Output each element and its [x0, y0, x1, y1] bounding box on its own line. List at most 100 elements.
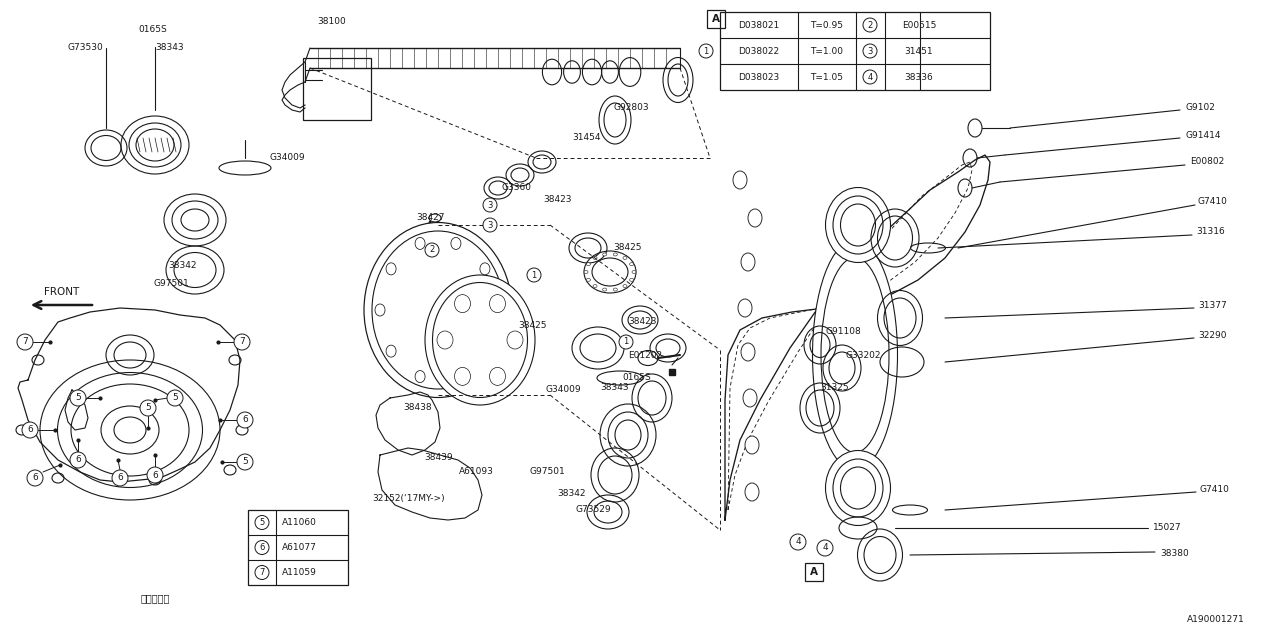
Text: A190001271: A190001271: [1188, 616, 1245, 625]
Text: 38425: 38425: [613, 243, 641, 253]
Text: 15027: 15027: [1153, 524, 1181, 532]
Ellipse shape: [826, 451, 891, 525]
Text: T=1.05: T=1.05: [810, 72, 844, 81]
Ellipse shape: [741, 253, 755, 271]
Ellipse shape: [826, 188, 891, 262]
Text: 2: 2: [429, 246, 435, 255]
Text: G33202: G33202: [845, 351, 881, 360]
Circle shape: [113, 470, 128, 486]
Circle shape: [17, 334, 33, 350]
Ellipse shape: [387, 263, 396, 275]
Text: G92803: G92803: [614, 104, 650, 113]
Text: 31454: 31454: [572, 134, 600, 143]
Ellipse shape: [415, 237, 425, 250]
Text: G34009: G34009: [545, 385, 581, 394]
Circle shape: [527, 268, 541, 282]
Ellipse shape: [630, 278, 634, 282]
Text: 2: 2: [868, 20, 873, 29]
Ellipse shape: [387, 345, 396, 357]
Ellipse shape: [122, 116, 189, 174]
Text: G7410: G7410: [1198, 198, 1228, 207]
Text: 4: 4: [822, 543, 828, 552]
Text: D038022: D038022: [739, 47, 780, 56]
Ellipse shape: [480, 263, 490, 275]
Circle shape: [863, 44, 877, 58]
Text: 6: 6: [118, 474, 123, 483]
Ellipse shape: [584, 271, 588, 273]
Text: A11059: A11059: [282, 568, 317, 577]
Circle shape: [790, 534, 806, 550]
Circle shape: [483, 198, 497, 212]
Text: 3: 3: [488, 221, 493, 230]
Circle shape: [27, 470, 44, 486]
Text: 3: 3: [868, 47, 873, 56]
Text: 32152(‘17MY->): 32152(‘17MY->): [372, 493, 444, 502]
Text: 4: 4: [795, 538, 801, 547]
Text: 31316: 31316: [1196, 227, 1225, 237]
Circle shape: [255, 541, 269, 554]
Ellipse shape: [603, 288, 607, 291]
Bar: [303, 58, 371, 120]
Ellipse shape: [741, 343, 755, 361]
Circle shape: [817, 540, 833, 556]
Text: 1: 1: [623, 337, 628, 346]
Ellipse shape: [586, 262, 590, 266]
Text: 32290: 32290: [1198, 330, 1226, 339]
Text: 31451: 31451: [905, 47, 933, 56]
Text: 5: 5: [260, 518, 265, 527]
Text: 5: 5: [242, 458, 248, 467]
Text: 38343: 38343: [155, 42, 183, 51]
Text: 38427: 38427: [416, 214, 444, 223]
Text: T=0.95: T=0.95: [810, 20, 844, 29]
Ellipse shape: [630, 262, 634, 266]
Circle shape: [237, 412, 253, 428]
Text: 38423: 38423: [628, 317, 657, 326]
Text: 7: 7: [239, 337, 244, 346]
Text: 38439: 38439: [424, 454, 453, 463]
Ellipse shape: [593, 285, 596, 287]
Text: 5: 5: [172, 394, 178, 403]
Bar: [248, 510, 348, 585]
Circle shape: [620, 335, 634, 349]
Text: 1: 1: [704, 47, 709, 56]
Ellipse shape: [415, 371, 425, 383]
Ellipse shape: [425, 275, 535, 405]
Ellipse shape: [623, 257, 627, 259]
Ellipse shape: [739, 299, 753, 317]
Text: 31377: 31377: [1198, 301, 1226, 310]
Ellipse shape: [603, 253, 607, 256]
Text: 7: 7: [22, 337, 28, 346]
Ellipse shape: [451, 371, 461, 383]
Text: A: A: [712, 14, 719, 24]
Circle shape: [140, 400, 156, 416]
Text: 6: 6: [32, 474, 38, 483]
Text: 6: 6: [27, 426, 33, 435]
Text: G91414: G91414: [1185, 131, 1221, 140]
Circle shape: [863, 18, 877, 32]
Bar: [707, 10, 724, 28]
Text: 4: 4: [868, 72, 873, 81]
Text: 38423: 38423: [543, 195, 571, 205]
Text: 〈後方図〉: 〈後方図〉: [141, 593, 170, 603]
Text: FRONT: FRONT: [45, 287, 79, 297]
Ellipse shape: [745, 483, 759, 501]
Text: E00515: E00515: [902, 20, 936, 29]
Text: 0165S: 0165S: [622, 374, 650, 383]
Ellipse shape: [745, 436, 759, 454]
Text: 38425: 38425: [518, 321, 547, 330]
Circle shape: [70, 452, 86, 468]
Circle shape: [425, 243, 439, 257]
Text: 38336: 38336: [905, 72, 933, 81]
Text: 38380: 38380: [1160, 548, 1189, 557]
Text: E01202: E01202: [628, 351, 662, 360]
Text: G97501: G97501: [154, 278, 189, 287]
Bar: [719, 12, 989, 90]
Ellipse shape: [632, 271, 636, 273]
Text: 6: 6: [260, 543, 265, 552]
Text: 7: 7: [260, 568, 265, 577]
Text: 3: 3: [488, 200, 493, 209]
Text: G7410: G7410: [1201, 486, 1230, 495]
Text: 38438: 38438: [403, 403, 431, 413]
Circle shape: [70, 390, 86, 406]
Text: D038023: D038023: [739, 72, 780, 81]
